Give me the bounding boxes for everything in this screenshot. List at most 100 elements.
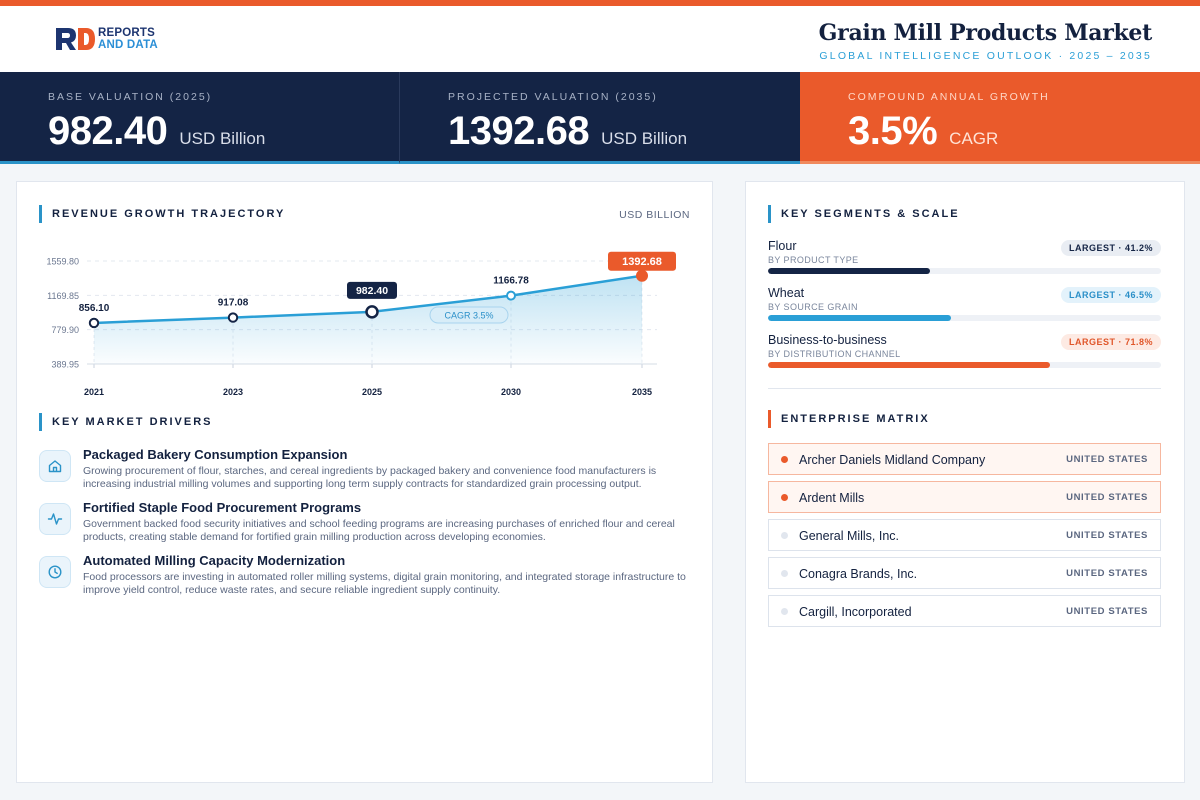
value-label: 982.40 [356,285,388,297]
chart-units-label: USD BILLION [619,209,690,221]
segment-bar-track [768,362,1161,368]
x-tick-label: 2030 [501,387,521,397]
revenue-card: REVENUE GROWTH TRAJECTORY USD BILLION 15… [16,181,713,783]
value-label: 856.10 [79,303,110,314]
enterprise-section-title: ENTERPRISE MATRIX [781,413,930,425]
revenue-section-title: REVENUE GROWTH TRAJECTORY [52,208,286,220]
company-status-dot [781,570,788,577]
company-row[interactable]: Archer Daniels Midland Company UNITED ST… [768,443,1161,475]
title-block: Grain Mill Products Market GLOBAL INTELL… [819,20,1153,62]
company-country: UNITED STATES [1066,530,1148,541]
segment-item: Flour BY PRODUCT TYPE LARGEST · 41.2% [768,238,1161,285]
series-area [94,275,642,364]
kpi-unit: USD Billion [179,129,266,148]
kpi-cagr: COMPOUND ANNUAL GROWTH 3.5% CAGR [800,72,1200,164]
x-tick-label: 2025 [362,387,382,397]
company-name: Conagra Brands, Inc. [799,567,918,581]
kpi-base-valuation: BASE VALUATION (2025) 982.40 USD Billion [0,72,400,164]
segment-name: Wheat [768,286,805,300]
driver-description: Government backed food security initiati… [83,518,675,543]
data-point [506,290,516,301]
segment-share-badge: LARGEST · 41.2% [1060,240,1161,256]
data-point [636,269,648,282]
rd-logo-icon [56,28,95,50]
company-row[interactable]: Cargill, Incorporated UNITED STATES [768,595,1161,627]
logo-line2: AND DATA [98,39,158,51]
drivers-section-title: KEY MARKET DRIVERS [52,416,213,428]
section-accent-bar [768,205,771,223]
x-tick-label: 2023 [223,387,243,397]
revenue-chart: 1559.80 1169.85 779.90 389.95 2021 2023 2025 20… [46,251,676,397]
company-country: UNITED STATES [1066,454,1148,465]
company-status-dot [781,532,788,539]
segment-bar-fill [768,315,951,321]
segment-share-badge: LARGEST · 46.5% [1060,287,1161,303]
activity-icon [39,503,71,535]
clock-icon [39,556,71,588]
top-accent-strip [0,0,1200,6]
kpi-projected-valuation: PROJECTED VALUATION (2035) 1392.68 USD B… [400,72,800,164]
driver-description: Food processors are investing in automat… [83,571,686,596]
segments-section-header: KEY SEGMENTS & SCALE [768,205,960,223]
segment-item: Wheat BY SOURCE GRAIN LARGEST · 46.5% [768,285,1161,332]
segment-bar-fill [768,268,930,274]
data-point [365,305,379,319]
company-status-dot [781,456,788,463]
drivers-section-header: KEY MARKET DRIVERS [39,413,212,431]
company-list: Archer Daniels Midland Company UNITED ST… [768,443,1161,633]
x-tick-label: 2021 [84,387,104,397]
y-tick-label: 779.90 [51,325,79,335]
driver-item: Packaged Bakery Consumption Expansion Gr… [39,447,689,500]
company-country: UNITED STATES [1066,568,1148,579]
company-row[interactable]: General Mills, Inc. UNITED STATES [768,519,1161,551]
company-name: Ardent Mills [799,491,865,505]
value-label: 1392.68 [622,256,662,268]
company-name: General Mills, Inc. [799,529,900,543]
kpi-strip: BASE VALUATION (2025) 982.40 USD Billion… [0,72,1200,164]
kpi-unit: CAGR [949,129,999,148]
segment-bar-track [768,268,1161,274]
segments-card: KEY SEGMENTS & SCALE Flour BY PRODUCT TY… [745,181,1185,783]
segment-item: Business-to-business BY DISTRIBUTION CHA… [768,332,1161,379]
y-tick-label: 1559.80 [46,257,79,267]
company-row[interactable]: Conagra Brands, Inc. UNITED STATES [768,557,1161,589]
driver-title: Packaged Bakery Consumption Expansion [83,447,348,462]
segment-bar-track [768,315,1161,321]
y-tick-label: 1169.85 [47,291,79,301]
section-accent-bar [768,410,771,428]
kpi-unit: USD Billion [601,129,688,148]
driver-title: Automated Milling Capacity Modernization [83,553,346,568]
driver-title: Fortified Staple Food Procurement Progra… [83,500,362,515]
cagr-annotation-bg [429,306,509,324]
company-status-dot [781,494,788,501]
segment-category: BY DISTRIBUTION CHANNEL [768,349,901,359]
driver-item: Fortified Staple Food Procurement Progra… [39,500,689,553]
cagr-annotation: CAGR 3.5% [444,311,493,321]
kpi-value: 1392.68 [448,109,590,153]
segment-share-badge: LARGEST · 71.8% [1060,334,1161,350]
segments-list: Flour BY PRODUCT TYPE LARGEST · 41.2% Wh… [768,238,1161,379]
segment-name: Flour [768,239,797,253]
company-row[interactable]: Ardent Mills UNITED STATES [768,481,1161,513]
segment-category: BY SOURCE GRAIN [768,302,858,312]
company-status-dot [781,608,788,615]
logo[interactable]: REPORTS AND DATA [54,26,158,52]
value-label: 917.08 [218,298,249,309]
enterprise-section-header: ENTERPRISE MATRIX [768,410,930,428]
section-divider [768,388,1161,389]
data-point [88,317,100,329]
segment-bar-fill [768,362,1051,368]
header: REPORTS AND DATA Grain Mill Products Mar… [0,6,1200,72]
page-subtitle: GLOBAL INTELLIGENCE OUTLOOK · 2025 – 203… [819,50,1152,62]
revenue-section-header: REVENUE GROWTH TRAJECTORY [39,205,285,223]
logo-line1: REPORTS [98,27,155,39]
x-tick-label: 2035 [632,387,652,397]
section-accent-bar [39,413,42,431]
driver-item: Automated Milling Capacity Modernization… [39,553,689,606]
kpi-label: BASE VALUATION (2025) [48,91,213,103]
driver-description: Growing procurement of flour, starches, … [83,465,657,490]
y-tick-label: 389.95 [51,360,79,370]
segment-name: Business-to-business [768,333,887,347]
kpi-label: COMPOUND ANNUAL GROWTH [848,91,1050,103]
data-point [227,312,239,323]
